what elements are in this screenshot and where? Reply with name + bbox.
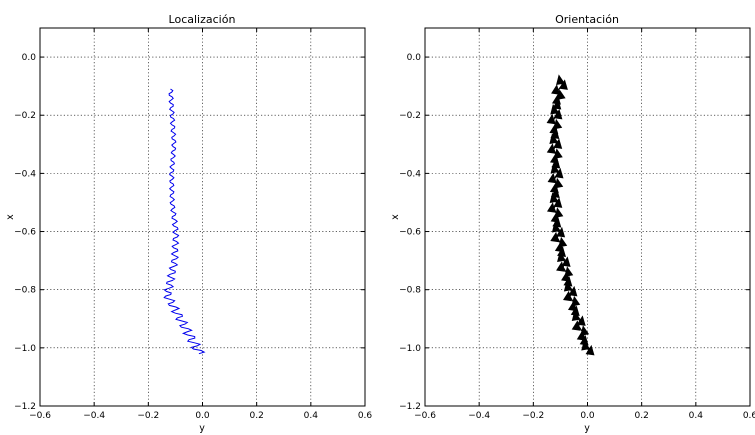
x-tick-label: −0.4 xyxy=(468,411,490,421)
orientation-arrows xyxy=(546,74,595,356)
x-tick-label: 0.4 xyxy=(689,411,704,421)
chart-title: Localización xyxy=(169,13,236,26)
orientation-arrow-marker xyxy=(553,197,563,208)
orientation-arrow-marker xyxy=(568,285,578,297)
x-tick-label: 0.6 xyxy=(743,411,755,421)
y-tick-label: −0.2 xyxy=(399,111,421,121)
x-tick-label: 0.0 xyxy=(580,411,595,421)
orientation-arrow-marker xyxy=(551,221,561,233)
x-axis-label: y xyxy=(199,423,205,434)
y-tick-label: −0.6 xyxy=(14,228,36,238)
orientation-arrow-marker xyxy=(546,143,556,154)
x-tick-label: −0.4 xyxy=(83,411,105,421)
orientation-arrow-marker xyxy=(550,231,560,243)
grid xyxy=(39,28,366,407)
orientation-arrow-marker xyxy=(571,320,581,331)
x-tick-label: 0.6 xyxy=(358,411,373,421)
orientation-arrow-marker xyxy=(576,315,586,326)
orientation-arrow-marker xyxy=(546,113,556,125)
orientation-arrow-marker xyxy=(556,74,565,86)
x-tick-label: −0.2 xyxy=(137,411,159,421)
orientation-arrow-marker xyxy=(553,138,563,149)
x-tick-label: −0.6 xyxy=(414,411,436,421)
orientation-arrow-marker xyxy=(570,305,580,316)
axis-ticks: −0.6 −0.4 −0.2 0.0 0.2 0.4 0.60.0−0.2−0.4−0.6−… xyxy=(399,28,755,421)
panel-localizacion: −0.6 −0.4 −0.2 0.0 0.2 0.4 0.60.0−0.2−0.4−0.6−… xyxy=(5,13,372,434)
orientation-arrow-marker xyxy=(549,133,559,145)
y-axis-label: x xyxy=(5,214,16,220)
orientation-arrow-marker xyxy=(547,172,557,184)
x-tick-label: 0.2 xyxy=(635,411,649,421)
orientation-arrow-marker xyxy=(550,103,560,115)
orientation-arrow-marker xyxy=(563,280,573,292)
y-tick-label: −0.4 xyxy=(399,169,421,179)
y-tick-label: −0.4 xyxy=(14,169,36,179)
y-tick-label: −1.0 xyxy=(14,344,36,354)
x-axis-label: y xyxy=(584,423,590,434)
orientation-arrow-marker xyxy=(557,251,566,263)
orientation-arrow-marker xyxy=(585,344,595,356)
axis-ticks: −0.6 −0.4 −0.2 0.0 0.2 0.4 0.60.0−0.2−0.4−0.6−… xyxy=(14,28,372,421)
orientation-arrow-marker xyxy=(561,256,571,267)
y-axis-label: x xyxy=(390,214,401,220)
y-tick-label: −0.8 xyxy=(399,286,421,296)
orientation-arrow-marker xyxy=(546,202,556,213)
y-tick-label: −0.6 xyxy=(399,228,421,238)
x-tick-label: −0.6 xyxy=(29,411,51,421)
orientation-arrow-marker xyxy=(576,330,586,341)
orientation-arrow-marker xyxy=(551,84,560,95)
x-tick-label: 0.2 xyxy=(250,411,264,421)
y-tick-label: −0.2 xyxy=(14,111,36,121)
y-tick-label: −1.2 xyxy=(399,402,421,412)
orientation-arrow-marker xyxy=(571,310,581,322)
orientation-arrow-marker xyxy=(581,339,591,351)
orientation-arrow-marker xyxy=(563,275,573,287)
orientation-arrow-marker xyxy=(556,261,565,272)
orientation-arrow-marker xyxy=(562,290,572,302)
orientation-arrow-marker xyxy=(556,226,566,238)
orientation-arrow-marker xyxy=(556,89,566,100)
chart-title: Orientación xyxy=(555,13,619,26)
orientation-arrow-marker xyxy=(567,300,577,312)
x-tick-label: −0.2 xyxy=(522,411,544,421)
orientation-arrow-marker xyxy=(553,108,563,120)
panel-orientacion: −0.6 −0.4 −0.2 0.0 0.2 0.4 0.60.0−0.2−0.4−0.6−… xyxy=(390,13,755,434)
y-tick-label: −0.8 xyxy=(14,286,36,296)
trajectory-line xyxy=(163,88,206,355)
x-tick-label: 0.4 xyxy=(304,411,319,421)
plot-frame xyxy=(39,27,366,407)
orientation-arrow-marker xyxy=(550,162,560,174)
y-tick-label: 0.0 xyxy=(22,53,37,63)
orientation-arrow-marker xyxy=(558,79,568,90)
orientation-arrow-marker xyxy=(549,192,559,204)
x-tick-label: 0.0 xyxy=(195,411,210,421)
orientation-arrow-marker xyxy=(554,167,564,179)
y-tick-label: −1.0 xyxy=(399,344,421,354)
y-tick-label: −1.2 xyxy=(14,402,36,412)
y-tick-label: 0.0 xyxy=(407,53,422,63)
